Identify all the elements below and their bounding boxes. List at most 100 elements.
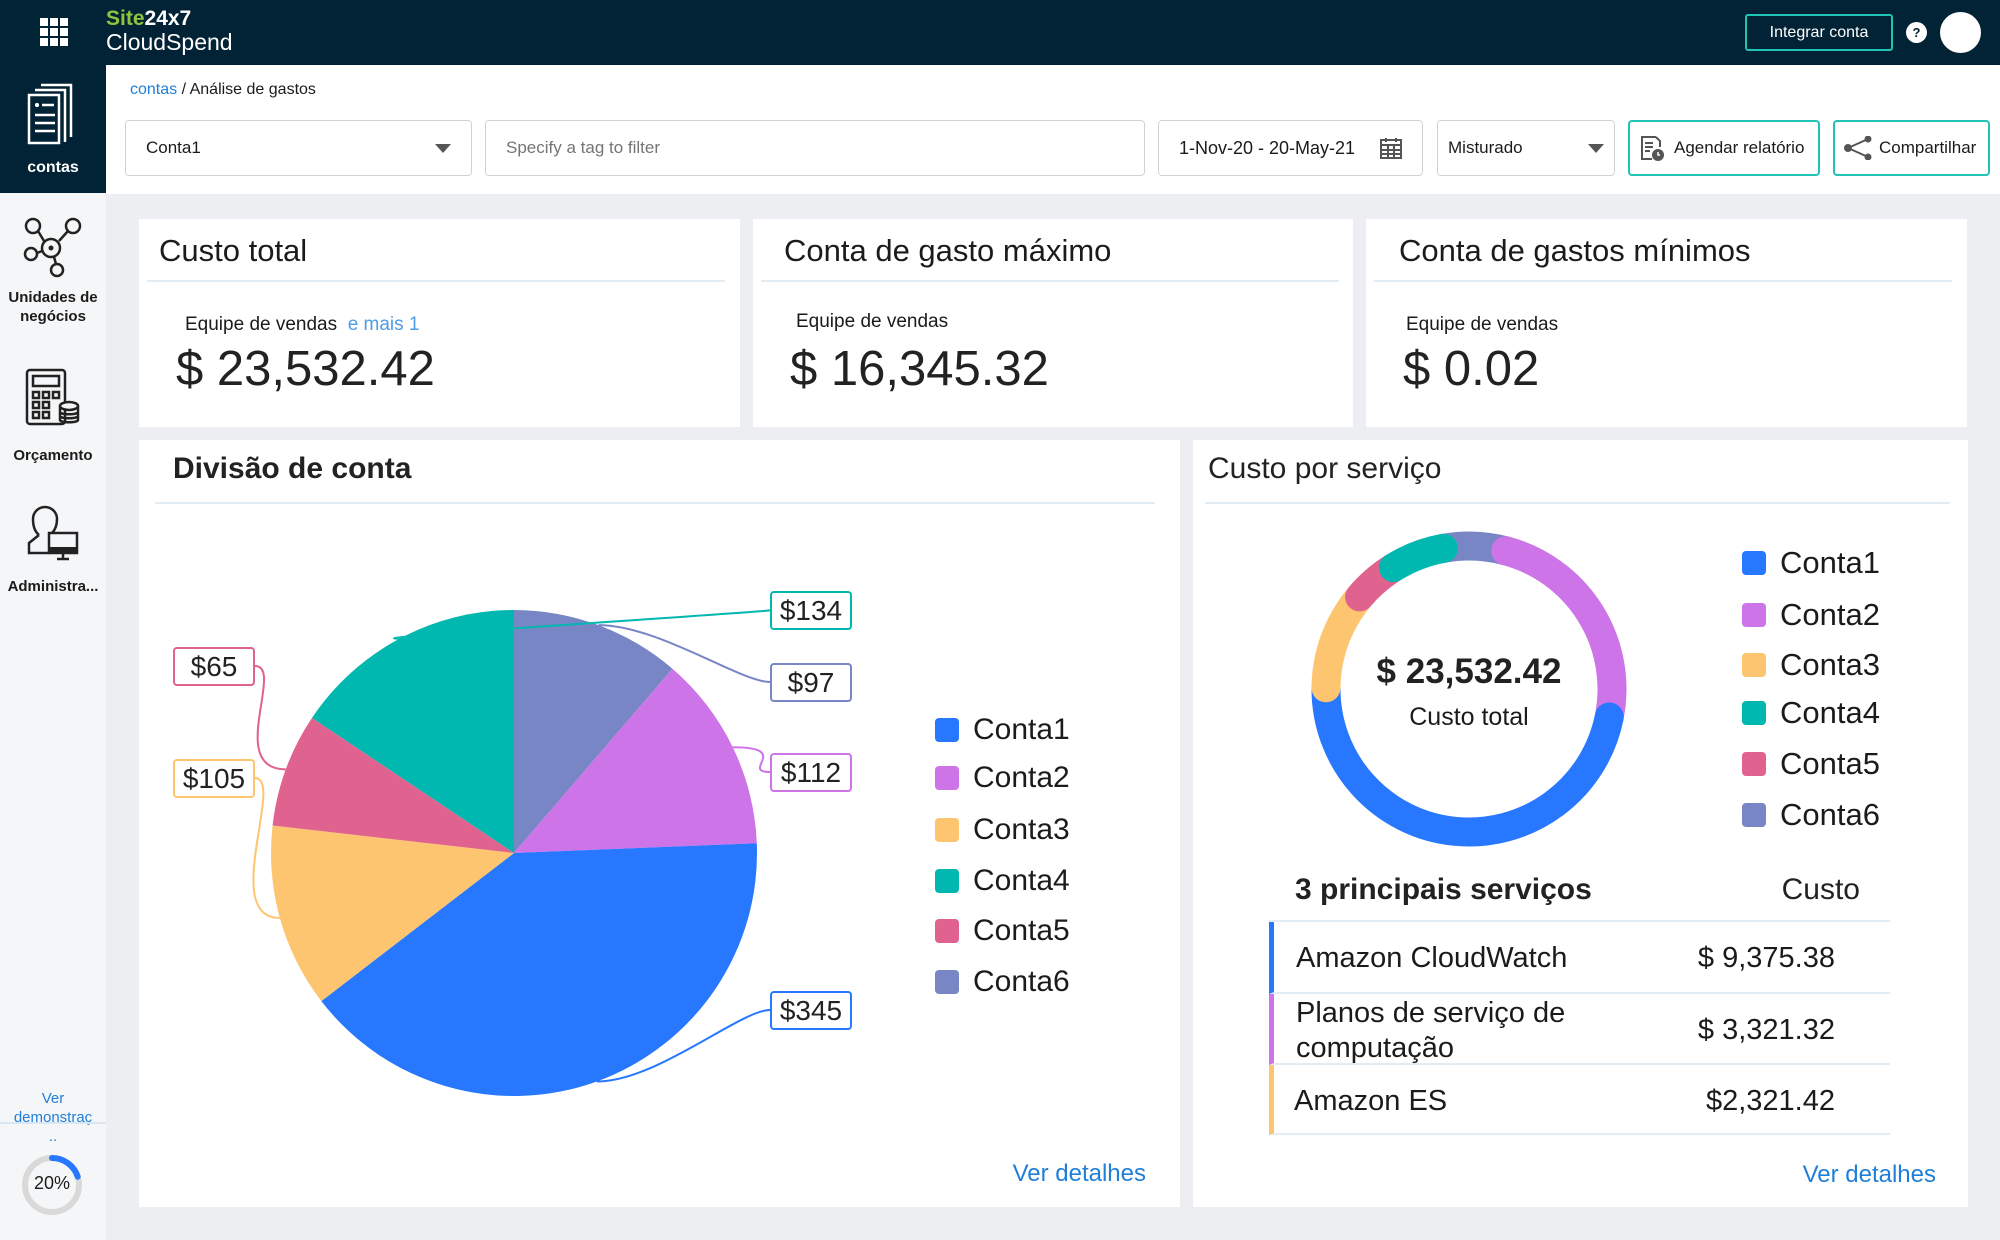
- schedule-report-button[interactable]: Agendar relatório: [1628, 120, 1820, 176]
- legend-label: Conta2: [1780, 597, 1880, 632]
- account-division-card: Divisão de conta $134 $97 $112 $345 $65 …: [139, 440, 1180, 1207]
- pie-label-conta4: $134: [770, 591, 852, 630]
- pie-slice-conta4[interactable]: [312, 610, 514, 853]
- sidebar-item-admin[interactable]: Administra...: [0, 505, 106, 596]
- cost-type-select[interactable]: Misturado: [1437, 120, 1615, 176]
- donut-segment-conta4[interactable]: [1378, 533, 1458, 583]
- legend-label: Conta1: [973, 713, 1070, 746]
- service-cost: $ 9,375.38: [1697, 942, 1835, 974]
- service-details-link[interactable]: Ver detalhes: [1802, 1161, 1936, 1188]
- legend-swatch: [935, 919, 959, 943]
- card-divider: [147, 280, 725, 282]
- legend-swatch: [1742, 752, 1766, 776]
- donut-segment-conta1[interactable]: [1311, 673, 1624, 847]
- calendar-icon: [1380, 138, 1402, 159]
- pie-chart: [252, 609, 773, 1096]
- top-bar: Site24x7 CloudSpend Integrar conta ?: [0, 0, 2000, 65]
- account-select[interactable]: Conta1: [125, 120, 472, 176]
- legend-item-conta6[interactable]: Conta6: [1742, 795, 1880, 835]
- breadcrumb: contas / Análise de gastos: [130, 81, 316, 99]
- donut-center-value: $ 23,532.42: [1376, 652, 1562, 691]
- pie-label-conta5: $65: [173, 647, 255, 686]
- more-link[interactable]: e mais 1: [347, 314, 420, 335]
- card-subtitle: Equipe de vendas: [796, 311, 949, 332]
- table-row[interactable]: Amazon ES $2,321.42: [1269, 1065, 1890, 1135]
- card-divider: [1374, 280, 1952, 282]
- table-row[interactable]: Planos de serviço de computação $ 3,321.…: [1269, 994, 1890, 1065]
- sidebar-item-label: contas: [27, 159, 79, 176]
- service-name: Amazon ES: [1294, 1085, 1448, 1117]
- cost-type-value: Misturado: [1448, 138, 1523, 157]
- table-row[interactable]: Amazon CloudWatch $ 9,375.38: [1269, 922, 1890, 994]
- trial-progress-ring: [22, 1155, 82, 1215]
- service-name: Planos de serviço de computação: [1296, 997, 1566, 1064]
- legend-item-conta2[interactable]: Conta2: [935, 758, 1070, 798]
- view-demo-link[interactable]: Ver demonstraç..: [0, 1089, 106, 1146]
- card-divider: [761, 280, 1339, 282]
- card-title: Divisão de conta: [173, 452, 412, 485]
- help-icon[interactable]: ?: [1906, 22, 1927, 43]
- sidebar-item-business-units[interactable]: Unidades de negócios: [0, 216, 106, 326]
- integrate-account-button[interactable]: Integrar conta: [1745, 14, 1893, 51]
- pie-label-conta1: $345: [770, 991, 852, 1030]
- legend-item-conta1[interactable]: Conta1: [935, 710, 1070, 750]
- legend-label: Conta4: [973, 864, 1070, 897]
- legend-swatch: [1742, 551, 1766, 575]
- legend-item-conta5[interactable]: Conta5: [935, 911, 1070, 951]
- share-label: Compartilhar: [1879, 138, 1977, 157]
- card-title: Custo total: [159, 233, 308, 268]
- pie-slice-conta6[interactable]: [514, 610, 673, 853]
- pie-slice-conta3[interactable]: [271, 825, 514, 1002]
- legend-label: Conta3: [973, 813, 1070, 846]
- legend-item-conta6[interactable]: Conta6: [935, 962, 1070, 1002]
- pie-label-conta2: $112: [770, 753, 852, 792]
- legend-item-conta4[interactable]: Conta4: [935, 861, 1070, 901]
- sidebar: contas Unidades de negócios Orçamento Ad…: [0, 65, 106, 1240]
- sidebar-item-budget[interactable]: Orçamento: [0, 368, 106, 465]
- pie-label-conta3: $105: [173, 759, 255, 798]
- brand-product: CloudSpend: [106, 29, 233, 55]
- pie-label-conta6: $97: [770, 663, 852, 702]
- min-spend-card: Conta de gastos mínimos Equipe de vendas…: [1366, 219, 1967, 427]
- schedule-report-label: Agendar relatório: [1674, 138, 1805, 157]
- brand-logo: Site24x7: [106, 8, 191, 30]
- pie-slice-conta5[interactable]: [272, 717, 514, 853]
- app-grid-icon[interactable]: [40, 18, 68, 46]
- legend-item-conta3[interactable]: Conta3: [935, 810, 1070, 850]
- legend-label: Conta1: [1780, 545, 1880, 580]
- filter-bar: contas / Análise de gastos Conta1 1-Nov-…: [106, 65, 2000, 194]
- legend-label: Conta4: [1780, 695, 1880, 730]
- legend-label: Conta5: [1780, 746, 1880, 781]
- service-name: Amazon CloudWatch: [1296, 942, 1568, 974]
- legend-item-conta1[interactable]: Conta1: [1742, 543, 1880, 583]
- division-details-link[interactable]: Ver detalhes: [1012, 1160, 1146, 1187]
- service-cost: $2,321.42: [1705, 1085, 1835, 1117]
- user-avatar[interactable]: [1940, 12, 1981, 53]
- breadcrumb-root[interactable]: contas: [130, 81, 178, 98]
- legend-item-conta2[interactable]: Conta2: [1742, 595, 1880, 635]
- brand-24x7: 24x7: [144, 7, 192, 30]
- trial-progress-label: 20%: [33, 1173, 71, 1193]
- legend-swatch: [1742, 653, 1766, 677]
- sidebar-item-contas[interactable]: contas: [0, 65, 106, 193]
- pie-slice-conta2[interactable]: [514, 668, 757, 853]
- legend-item-conta5[interactable]: Conta5: [1742, 744, 1880, 784]
- pie-leader-line-conta6: [598, 624, 771, 683]
- legend-swatch: [935, 766, 959, 790]
- donut-chart: [1311, 531, 1627, 847]
- pie-leader-line-conta3: [252, 777, 280, 920]
- date-range-picker[interactable]: 1-Nov-20 - 20-May-21: [1158, 120, 1423, 176]
- card-subtitle: Equipe de vendas e mais 1: [185, 314, 420, 336]
- pie-slice-conta1[interactable]: [321, 843, 757, 1096]
- legend-swatch: [935, 818, 959, 842]
- max-spend-card: Conta de gasto máximo Equipe de vendas $…: [753, 219, 1353, 427]
- account-select-value: Conta1: [146, 138, 201, 157]
- donut-segment-conta2[interactable]: [1491, 536, 1627, 732]
- legend-swatch: [1742, 701, 1766, 725]
- network-nodes-icon: [23, 217, 82, 278]
- legend-item-conta4[interactable]: Conta4: [1742, 693, 1880, 733]
- share-button[interactable]: Compartilhar: [1833, 120, 1990, 176]
- legend-swatch: [935, 970, 959, 994]
- legend-item-conta3[interactable]: Conta3: [1742, 645, 1880, 685]
- tag-filter-input[interactable]: [485, 120, 1145, 176]
